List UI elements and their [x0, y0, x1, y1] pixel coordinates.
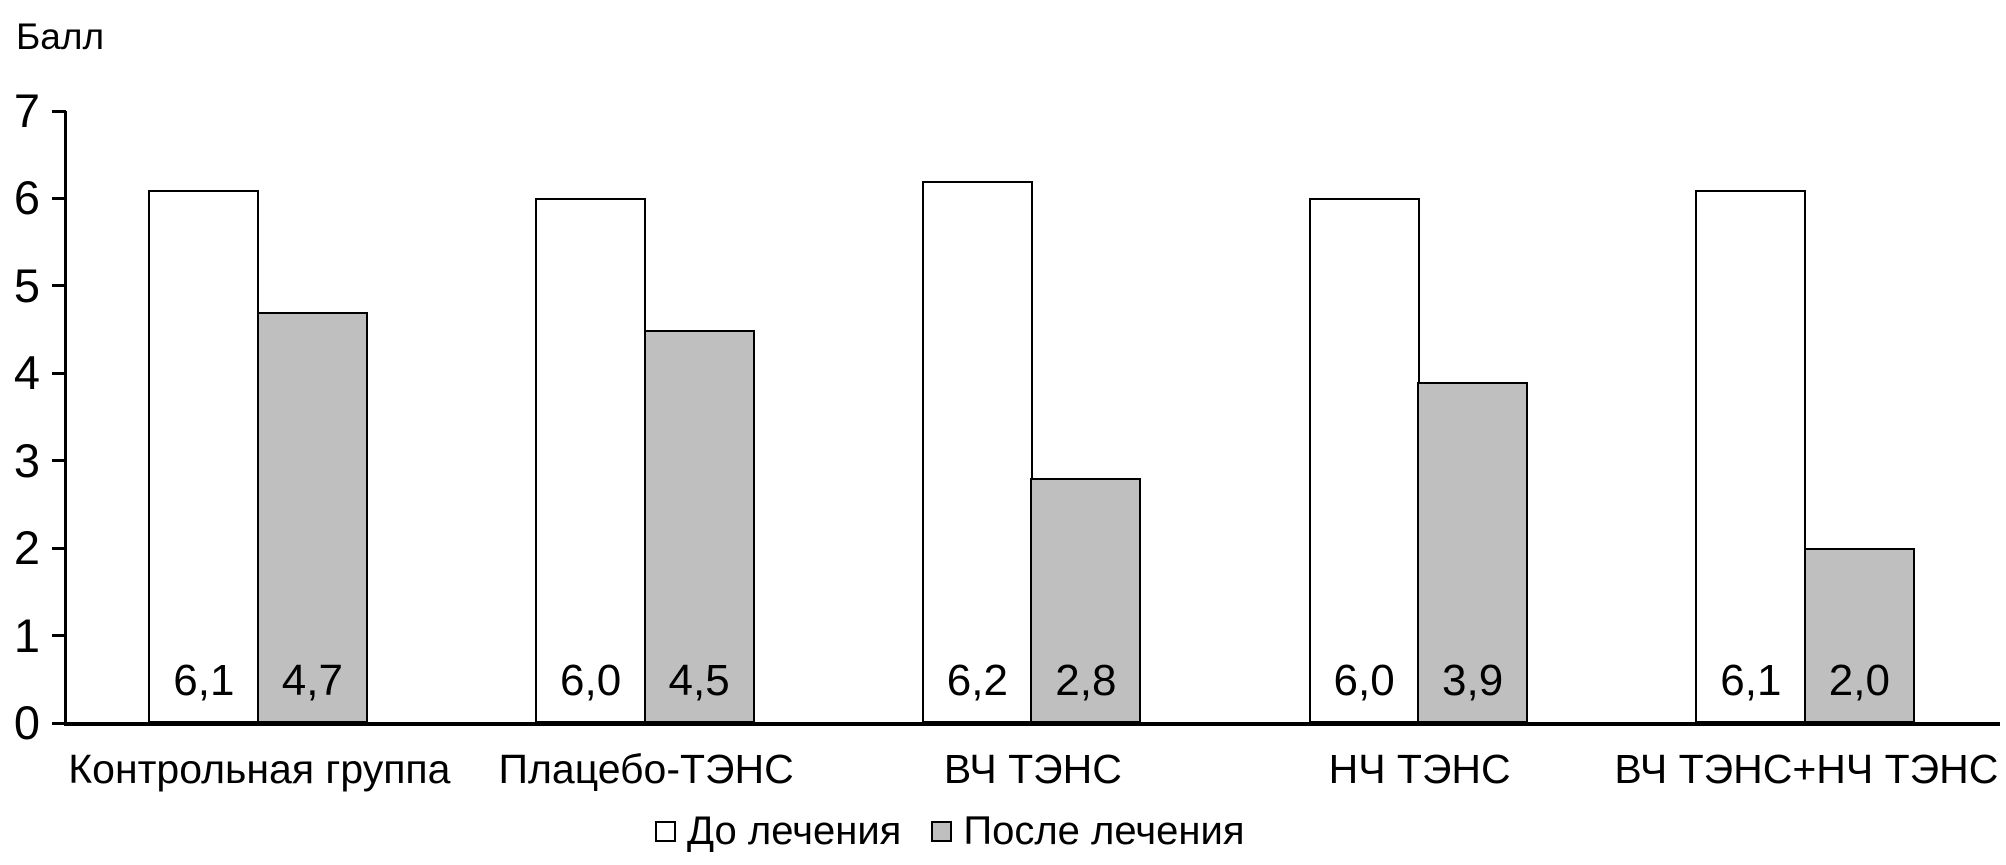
- legend-swatch: [931, 820, 953, 842]
- bar: [256, 312, 368, 723]
- legend: До лечения После лечения: [655, 809, 1244, 853]
- bar-value-label: 2,8: [1055, 656, 1117, 705]
- y-axis-line: [64, 111, 67, 723]
- legend-label: После лечения: [963, 808, 1245, 853]
- y-tick-label: 6: [13, 171, 40, 225]
- y-tick-label: 4: [13, 346, 40, 400]
- y-tick-mark: [52, 634, 66, 638]
- bar-value-label: 6,2: [946, 656, 1008, 705]
- bar-value-label: 6,1: [1720, 656, 1782, 705]
- bar: [1695, 189, 1807, 723]
- bar-value-label: 6,0: [1333, 656, 1395, 705]
- y-tick-mark: [52, 371, 66, 375]
- y-tick-mark: [52, 109, 66, 113]
- category-label: Плацебо-ТЭНС: [498, 746, 794, 792]
- y-tick-label: 7: [13, 84, 40, 137]
- bar: [1803, 548, 1915, 723]
- y-tick-label: 0: [13, 696, 40, 749]
- y-axis-title: Балл: [16, 16, 105, 57]
- bar: [921, 180, 1033, 723]
- bar-value-label: 3,9: [1442, 656, 1504, 705]
- legend-item: После лечения: [931, 809, 1244, 854]
- bar-value-label: 2,0: [1828, 656, 1890, 705]
- y-tick-mark: [52, 459, 66, 463]
- y-tick-label: 5: [13, 258, 40, 312]
- y-tick-mark: [52, 284, 66, 288]
- y-tick-label: 3: [13, 433, 40, 487]
- bar-value-label: 6,1: [173, 656, 235, 705]
- y-tick-mark: [52, 721, 66, 725]
- y-tick-label: 2: [13, 521, 40, 575]
- bar-value-label: 6,0: [560, 656, 622, 705]
- legend-label: До лечения: [687, 808, 902, 853]
- y-tick-label: 1: [13, 608, 40, 662]
- category-label: НЧ ТЭНС: [1328, 746, 1511, 792]
- legend-item: До лечения: [655, 809, 901, 854]
- bar: [1417, 382, 1529, 723]
- category-label: ВЧ ТЭНС: [943, 746, 1122, 792]
- bar: [535, 198, 647, 723]
- bar: [643, 329, 755, 723]
- category-label: Контрольная группа: [68, 746, 451, 792]
- bar-value-label: 4,5: [668, 656, 730, 705]
- bar: [1030, 478, 1142, 723]
- x-axis-line: [64, 722, 2000, 726]
- y-tick-mark: [52, 546, 66, 550]
- bar-value-label: 4,7: [281, 656, 343, 705]
- bar: [1308, 198, 1420, 723]
- y-tick-mark: [52, 196, 66, 200]
- bar: [148, 189, 260, 723]
- category-label: ВЧ ТЭНС+НЧ ТЭНС: [1614, 746, 1999, 792]
- legend-swatch: [655, 820, 676, 842]
